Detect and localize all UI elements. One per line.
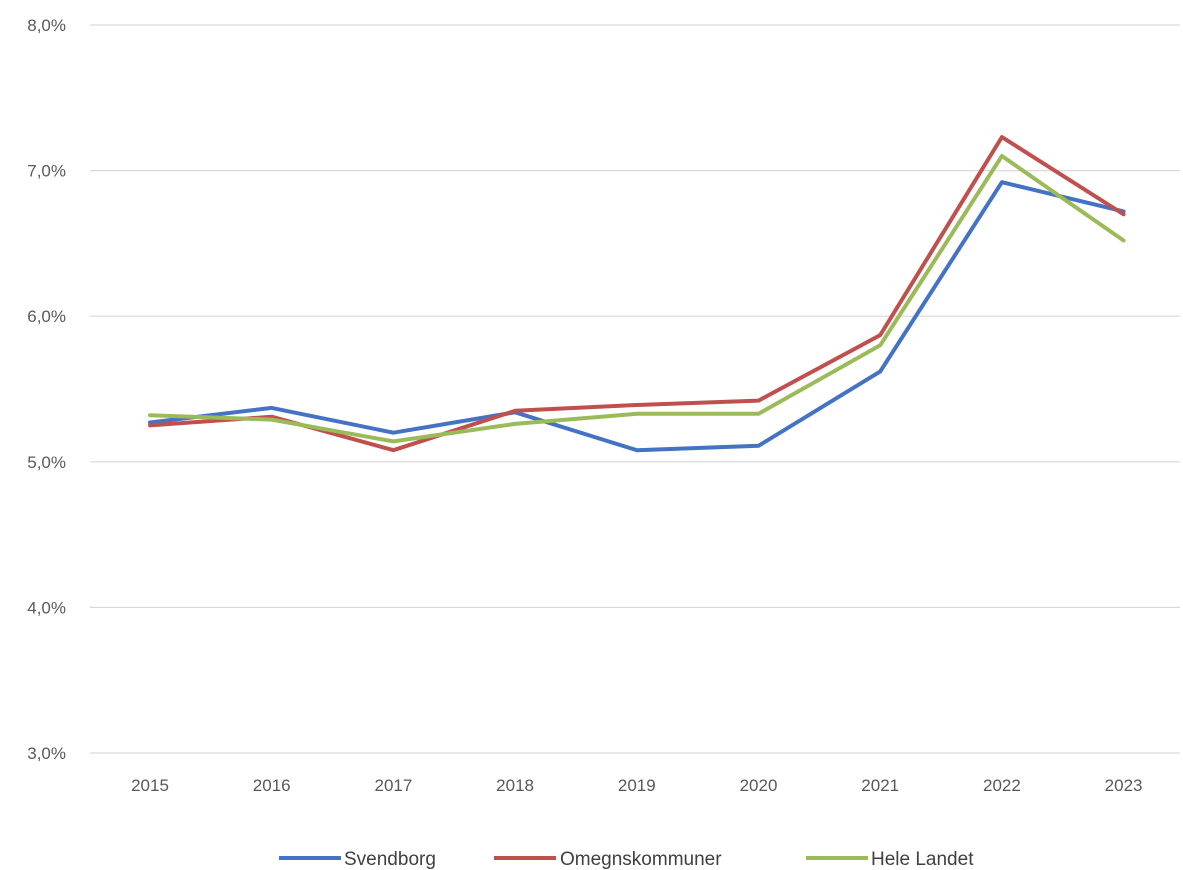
x-tick-label: 2015 (131, 776, 169, 795)
series-line-hele-landet (148, 154, 1126, 444)
y-tick-label: 7,0% (27, 162, 66, 181)
x-tick-label: 2021 (861, 776, 899, 795)
y-tick-label: 6,0% (27, 307, 66, 326)
x-axis-ticks: 2015 2016 2017 2018 2019 2020 2021 2022 2023 (131, 776, 1142, 795)
x-tick-label: 2017 (374, 776, 412, 795)
x-tick-label: 2023 (1105, 776, 1143, 795)
series-line-svendborg (148, 180, 1126, 453)
x-tick-label: 2019 (618, 776, 656, 795)
legend: Svendborg Omegnskommuner Hele Landet (279, 849, 974, 870)
series-line-omegnskommuner (148, 135, 1126, 453)
x-tick-label: 2018 (496, 776, 534, 795)
y-tick-label: 8,0% (27, 16, 66, 35)
legend-entry: Omegnskommuner (494, 849, 722, 870)
legend-label: Svendborg (344, 849, 436, 870)
legend-label: Hele Landet (871, 849, 974, 870)
y-tick-label: 4,0% (27, 598, 66, 617)
series-lines (148, 135, 1126, 453)
x-tick-label: 2016 (253, 776, 291, 795)
legend-label: Omegnskommuner (560, 849, 722, 870)
y-axis-ticks: 3,0% 4,0% 5,0% 6,0% 7,0% 8,0% (27, 16, 66, 763)
legend-entry: Svendborg (279, 849, 436, 870)
gridlines (90, 24, 1180, 754)
y-tick-label: 5,0% (27, 453, 66, 472)
x-tick-label: 2022 (983, 776, 1021, 795)
x-tick-label: 2020 (740, 776, 778, 795)
legend-entry: Hele Landet (806, 849, 974, 870)
y-tick-label: 3,0% (27, 744, 66, 763)
